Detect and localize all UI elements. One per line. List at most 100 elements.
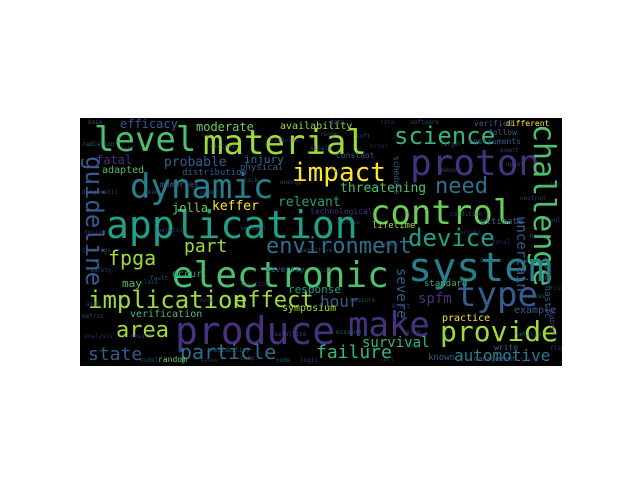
word-schedule: schedule (392, 156, 401, 195)
word-data: data (330, 119, 345, 126)
word-model: model (140, 357, 159, 364)
word-standard: standard (424, 279, 468, 289)
word-spfm: spfm (418, 291, 452, 307)
word-latch: latch (520, 357, 539, 364)
word-relevant: relevant (278, 195, 341, 210)
word-electronic: electronic (172, 255, 389, 296)
word-software: software (410, 119, 439, 126)
word-bit: bit (410, 343, 421, 350)
word-reliability: reliability (210, 347, 250, 354)
word-satellite: satellite (274, 331, 307, 338)
word-follow: follow (488, 128, 517, 137)
word-implication: implication (88, 286, 247, 314)
word-flux: flux (330, 167, 345, 174)
word-result: result (130, 333, 152, 340)
word-logic: logic (300, 357, 319, 364)
word-sram: sram (406, 329, 421, 336)
word-injury: injury (244, 153, 284, 166)
word-area: area (116, 318, 169, 343)
word-range: range (320, 131, 339, 138)
word-write: write (494, 343, 519, 352)
word-heavy: heavy (530, 233, 549, 240)
word-probable: probable (164, 155, 227, 170)
word-hour: hour (320, 292, 359, 311)
word-level: level (94, 120, 197, 160)
word-material: material (203, 123, 367, 163)
word-asil: asil (86, 301, 101, 308)
word-circuit: circuit (210, 143, 236, 150)
word-moderate: moderate (196, 120, 254, 134)
word-produce: produce (175, 309, 336, 353)
word-fault: fault (150, 275, 169, 282)
word-verification: verification (130, 309, 203, 320)
word-distribution: distribution (182, 168, 248, 178)
word-clock: clock (240, 177, 259, 184)
word-different: different (506, 119, 550, 128)
word-instruments: instruments (468, 137, 521, 146)
word-sensitive: sensitive (300, 247, 333, 254)
word-analysis: analysis (84, 333, 113, 340)
word-rate: rate (380, 119, 395, 126)
word-response: response (288, 283, 341, 296)
word-process: process (520, 293, 546, 300)
word-function: function (240, 281, 269, 288)
word-total: total (492, 239, 511, 246)
word-management: management (474, 355, 517, 363)
word-safety: safety (90, 267, 112, 274)
word-control: control (370, 193, 514, 233)
word-cross: cross (342, 219, 361, 226)
word-mode: mode (200, 297, 215, 304)
word-metric: metric (82, 313, 104, 320)
word-power: power (200, 189, 219, 196)
word-ultimate: ultimate (480, 217, 524, 227)
word-verified: verified (474, 119, 513, 128)
word-dose: dose (480, 257, 495, 264)
word-flip: flip (550, 345, 562, 352)
word-random: random (158, 355, 187, 364)
word-ion: ion (550, 181, 561, 188)
word-current: current (456, 229, 482, 236)
word-vehicle: vehicle (516, 331, 542, 338)
word-cloud: level material science proton challenge … (80, 118, 562, 366)
word-section: section (240, 225, 266, 232)
word-stochastic: stochastic (542, 264, 552, 319)
word-error: error (370, 143, 389, 150)
word-efficacy: efficacy (120, 118, 178, 131)
word-occur: occur (172, 269, 203, 280)
word-diagnostic: diagnostic (82, 189, 119, 196)
word-test: test (120, 145, 135, 152)
word-cell: cell (380, 357, 395, 364)
word-memories: memories (160, 180, 199, 189)
word-keffer: keffer (212, 199, 259, 214)
word-measure: measure (350, 297, 376, 304)
word-neutron: neutron (520, 195, 546, 202)
word-constant: constant (336, 151, 375, 160)
word-physical: physical (240, 163, 284, 173)
word-fpga: fpga (108, 246, 157, 270)
word-soft: soft (356, 133, 371, 140)
word-impact: impact (292, 158, 386, 188)
word-survival: survival (362, 335, 430, 351)
word-need: need (435, 174, 488, 199)
word-radiation: radiation (82, 141, 115, 148)
word-mission: mission (336, 329, 362, 336)
word-paper: paper (548, 310, 557, 335)
word-make: make (348, 305, 430, 345)
word-dynamic: dynamic (130, 167, 274, 207)
word-chip: chip (240, 355, 255, 362)
word-known: known (428, 353, 456, 363)
word-technological: technological (310, 207, 373, 216)
word-example: example (514, 305, 557, 316)
word-part: part (184, 236, 228, 257)
word-environment: environment (266, 234, 412, 259)
word-challenge: challenge (526, 124, 561, 287)
word-may: may (122, 277, 142, 290)
word-system: system (408, 245, 553, 291)
word-iso: iso (320, 267, 331, 274)
word-class: class (140, 279, 159, 286)
word-space: space (380, 241, 399, 248)
word-practice: practice (442, 313, 491, 324)
word-beam: beam (144, 189, 159, 196)
word-target: target (440, 141, 462, 148)
word-device: device (408, 224, 495, 252)
